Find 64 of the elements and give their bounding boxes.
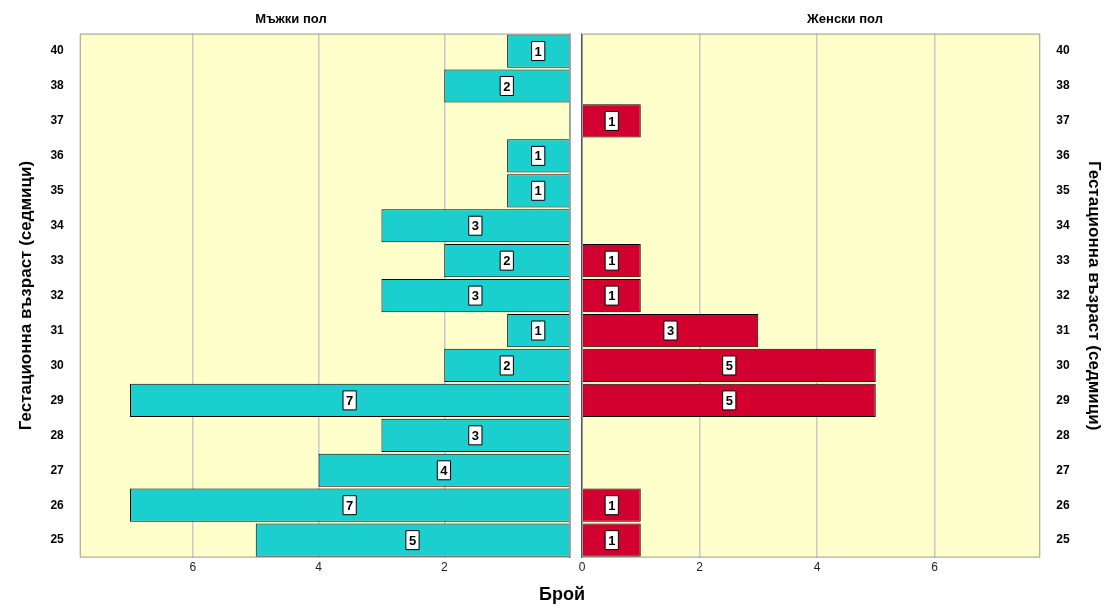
x-tick-label: 6	[931, 560, 939, 575]
x-tick-label: 6	[189, 560, 197, 575]
y-tick-label: 28	[50, 427, 65, 442]
data-label: 3	[471, 427, 479, 443]
data-label: 4	[440, 462, 449, 478]
data-label: 1	[534, 148, 542, 164]
x-tick-label: 4	[813, 560, 821, 575]
y-tick-label: 34	[1056, 218, 1070, 233]
data-label: 1	[534, 183, 542, 199]
y-tick-label: 32	[1056, 287, 1070, 302]
y-tick-label: 26	[1056, 497, 1070, 512]
data-label: 1	[608, 113, 616, 129]
chart-title: Мъжки пол	[255, 11, 327, 27]
data-label: 2	[503, 253, 511, 269]
y-tick-label: 25	[50, 532, 65, 547]
x-tick-label: 0	[578, 560, 586, 575]
y-tick-label: 34	[50, 218, 65, 233]
x-tick-label: 2	[696, 560, 704, 575]
data-label: 1	[608, 288, 616, 304]
data-label: 3	[666, 323, 675, 339]
y-tick-label: 25	[1056, 532, 1070, 547]
data-label: 1	[534, 43, 542, 59]
data-label: 7	[346, 497, 354, 513]
y-tick-label: 37	[1056, 113, 1070, 128]
y-tick-label: 27	[1056, 462, 1070, 477]
data-label: 1	[534, 323, 542, 339]
y-tick-label: 33	[50, 252, 65, 267]
y-tick-label: 31	[50, 322, 65, 337]
y-tick-label: 36	[1056, 148, 1070, 163]
data-label: 2	[503, 358, 511, 374]
chart-title: Женски пол	[806, 11, 883, 27]
data-label: 3	[471, 218, 479, 234]
data-label: 1	[608, 532, 616, 548]
y-tick-label: 32	[50, 287, 65, 302]
data-label: 5	[408, 532, 417, 548]
y-axis-title: Гестационна възраст (седмици)	[15, 160, 35, 431]
y-tick-label: 26	[50, 497, 65, 512]
data-label: 2	[503, 78, 511, 94]
data-label: 1	[608, 497, 616, 513]
y-tick-label: 37	[50, 113, 65, 128]
y-tick-label: 31	[1056, 322, 1070, 337]
y-tick-label: 28	[1056, 427, 1070, 442]
y2-axis-title: Гестационна възраст (седмици)	[1085, 160, 1105, 431]
y-tick-label: 38	[1056, 78, 1070, 93]
y-tick-label: 29	[50, 392, 65, 407]
data-label: 5	[725, 392, 733, 408]
x-tick-label: 2	[440, 560, 448, 575]
y-tick-label: 40	[50, 43, 65, 58]
data-label: 7	[346, 392, 354, 408]
y-tick-label: 35	[50, 183, 65, 198]
y-tick-label: 38	[50, 78, 65, 93]
x-tick-label: 4	[315, 560, 323, 575]
data-label: 1	[608, 253, 616, 269]
y-tick-label: 36	[50, 148, 65, 163]
data-label: 3	[471, 288, 479, 304]
y-tick-label: 30	[50, 357, 65, 372]
y-tick-label: 35	[1056, 183, 1070, 198]
y-tick-label: 30	[1056, 357, 1070, 372]
y-tick-label: 40	[1056, 43, 1070, 58]
y-tick-label: 29	[1056, 392, 1070, 407]
data-label: 5	[725, 358, 733, 374]
y-tick-label: 33	[1056, 252, 1070, 267]
y-tick-label: 27	[50, 462, 65, 477]
x-axis-title: Брой	[538, 584, 586, 605]
